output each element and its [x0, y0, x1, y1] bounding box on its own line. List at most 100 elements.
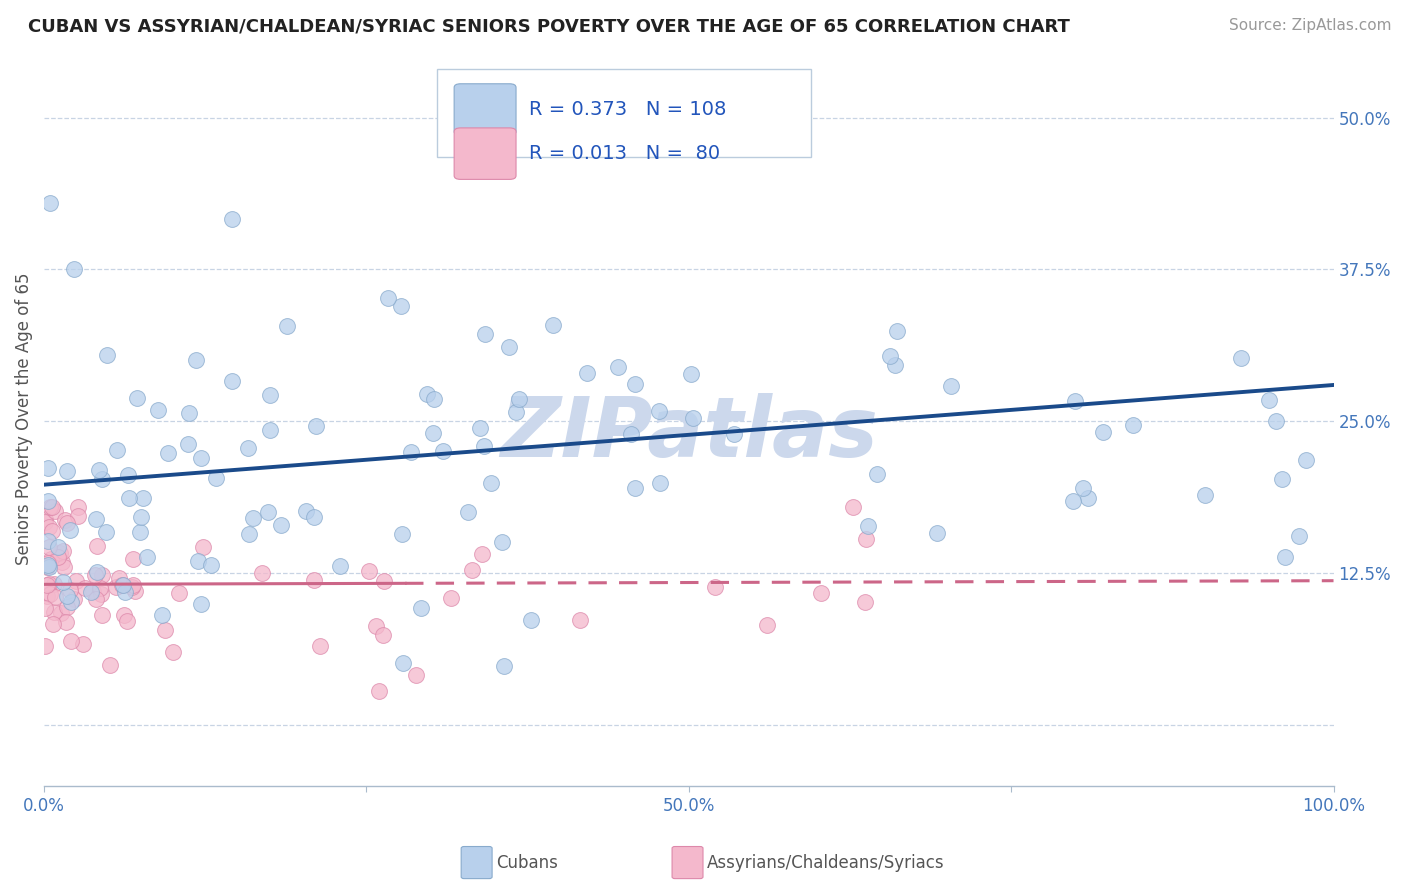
Point: [440, 591, 463, 606]
Point: [858, 519, 880, 533]
Point: [53, 513, 76, 527]
Point: [377, 291, 399, 305]
Point: [65, 574, 87, 589]
Point: [461, 563, 484, 577]
Point: [41, 524, 63, 539]
Point: [472, 439, 495, 453]
Point: [125, 391, 148, 405]
Point: [184, 353, 207, 368]
Point: [52, 543, 75, 558]
Point: [391, 527, 413, 541]
Point: [89, 463, 111, 477]
Point: [37, 558, 59, 573]
Point: [432, 444, 454, 458]
Point: [44, 590, 66, 604]
Point: [46, 540, 69, 554]
Point: [879, 349, 901, 363]
Point: [131, 491, 153, 505]
Point: [86, 539, 108, 553]
Point: [37, 557, 59, 571]
Point: [309, 640, 332, 654]
Point: [650, 476, 672, 491]
Point: [90, 472, 112, 486]
Point: [853, 595, 876, 609]
Point: [86, 565, 108, 579]
Text: Source: ZipAtlas.com: Source: ZipAtlas.com: [1229, 18, 1392, 33]
Point: [39, 551, 62, 566]
Point: [569, 613, 592, 627]
Point: [259, 423, 281, 437]
Point: [56, 516, 79, 531]
Point: [302, 509, 325, 524]
Point: [41, 500, 63, 514]
Point: [114, 585, 136, 599]
Point: [305, 418, 328, 433]
Point: [111, 578, 134, 592]
Point: [105, 580, 128, 594]
Point: [221, 211, 243, 226]
Point: [49, 546, 72, 560]
Point: [1258, 393, 1281, 408]
Point: [866, 467, 889, 481]
Point: [723, 426, 745, 441]
Point: [498, 340, 520, 354]
Point: [56, 600, 79, 615]
Point: [98, 658, 121, 673]
Point: [146, 402, 169, 417]
Point: [756, 617, 779, 632]
Text: Cubans: Cubans: [496, 854, 558, 871]
Point: [38, 560, 60, 574]
Point: [72, 637, 94, 651]
Point: [470, 548, 492, 562]
Point: [37, 493, 59, 508]
Point: [648, 404, 671, 418]
Point: [84, 591, 107, 606]
Point: [257, 505, 280, 519]
Point: [624, 481, 647, 495]
Text: Assyrians/Chaldeans/Syriacs: Assyrians/Chaldeans/Syriacs: [707, 854, 945, 871]
Point: [122, 578, 145, 592]
Point: [59, 523, 82, 537]
Point: [121, 580, 143, 594]
Point: [842, 500, 865, 514]
Point: [37, 534, 59, 549]
Point: [39, 587, 62, 601]
Point: [1071, 481, 1094, 495]
Point: [44, 605, 66, 619]
Point: [1062, 494, 1084, 508]
Point: [399, 445, 422, 459]
Point: [153, 623, 176, 637]
Point: [242, 511, 264, 525]
Point: [55, 589, 77, 603]
Point: [84, 512, 107, 526]
Point: [42, 577, 65, 591]
Point: [46, 549, 69, 564]
Point: [1271, 472, 1294, 486]
Point: [1064, 393, 1087, 408]
Text: ZIPatlas: ZIPatlas: [501, 392, 877, 474]
Point: [35, 560, 58, 574]
Point: [236, 442, 259, 456]
Point: [238, 526, 260, 541]
Point: [117, 468, 139, 483]
Point: [112, 577, 135, 591]
Point: [422, 426, 444, 441]
FancyBboxPatch shape: [437, 69, 811, 157]
FancyBboxPatch shape: [454, 128, 516, 179]
Point: [44, 504, 66, 518]
Point: [167, 586, 190, 600]
Point: [371, 628, 394, 642]
Point: [91, 568, 114, 582]
Point: [179, 406, 201, 420]
Point: [89, 581, 111, 595]
Point: [1295, 453, 1317, 467]
Point: [682, 410, 704, 425]
Point: [1092, 425, 1115, 439]
Point: [63, 591, 86, 606]
Point: [883, 358, 905, 372]
Point: [80, 584, 103, 599]
Point: [63, 262, 86, 277]
Point: [37, 461, 59, 475]
Point: [468, 421, 491, 435]
Point: [191, 541, 214, 555]
